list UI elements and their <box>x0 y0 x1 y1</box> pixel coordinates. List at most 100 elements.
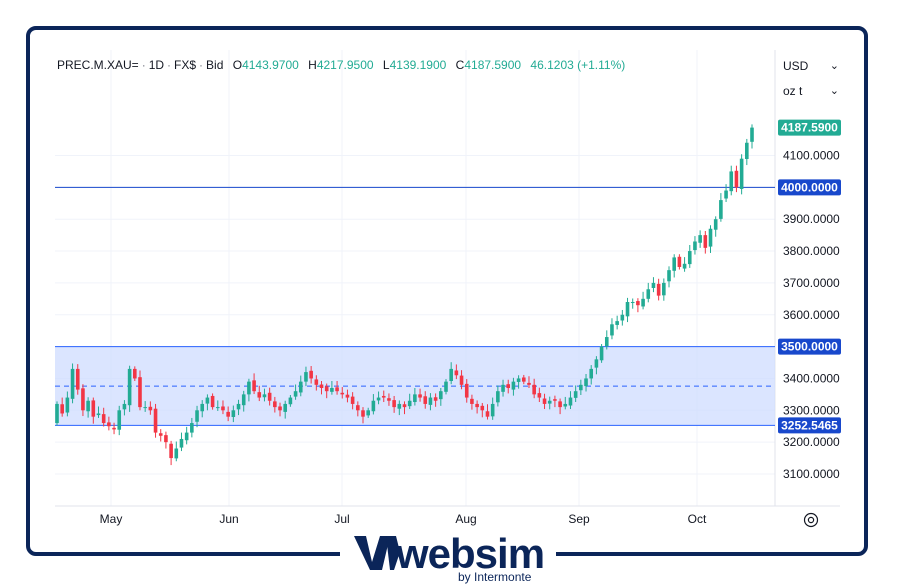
candle-body <box>542 398 547 404</box>
candle-body <box>215 407 220 409</box>
candle-body <box>470 398 474 404</box>
time-tick-label: Jul <box>334 512 349 526</box>
candle-body <box>698 235 702 243</box>
candle-body <box>537 393 542 398</box>
candle-body <box>724 190 728 199</box>
candle-body <box>464 383 469 398</box>
candle-body <box>490 403 495 417</box>
candle-body <box>573 391 578 398</box>
candle-body <box>278 406 282 411</box>
candle-body <box>86 400 90 412</box>
candle-body <box>179 438 184 448</box>
candle-body <box>553 399 557 401</box>
brand-footer: websim by Intermonte <box>0 532 897 584</box>
candle-body <box>366 410 370 416</box>
candle-body <box>91 400 96 417</box>
candle-body <box>423 396 428 404</box>
candle-body <box>267 392 272 401</box>
candle-body <box>563 403 568 407</box>
candle-body <box>190 423 194 433</box>
candle-body <box>402 404 407 408</box>
candle-body <box>532 384 536 395</box>
candle-body <box>439 391 443 400</box>
candle-body <box>392 400 396 408</box>
low-value: 4139.1900 <box>389 58 447 72</box>
candle-body <box>397 403 402 409</box>
candle-body <box>330 388 334 392</box>
time-tick-label: Jun <box>219 512 238 526</box>
candle-body <box>60 404 64 414</box>
candle-body <box>288 397 293 405</box>
symbol-name[interactable]: PREC.M.XAU= <box>57 58 139 72</box>
candle-body <box>226 411 230 417</box>
change-value: 46.1203 (+1.11%) <box>530 58 626 72</box>
candle-body <box>454 370 459 376</box>
candle-body <box>138 377 142 408</box>
candle-body <box>143 407 147 409</box>
symbol-legend: PREC.M.XAU= · 1D · FX$ · Bid O4143.9700 H4217.… <box>57 58 626 72</box>
candle-body <box>381 395 386 398</box>
candle-body <box>615 321 619 325</box>
candle-body <box>236 403 241 410</box>
settings-gear-icon[interactable] <box>802 511 820 529</box>
candle-body <box>558 401 562 408</box>
candle-body <box>200 403 205 412</box>
candle-body <box>511 381 516 390</box>
candle-body <box>444 381 448 392</box>
candle-body <box>687 251 692 265</box>
price-tick-label: 3200.0000 <box>783 435 840 449</box>
candle-body <box>713 219 718 230</box>
candle-body <box>75 368 80 390</box>
time-tick-label: Sep <box>568 512 590 526</box>
candle-body <box>81 388 85 411</box>
candle-body <box>361 410 365 417</box>
candle-body <box>418 394 422 398</box>
candle-body <box>672 257 677 271</box>
candle-body <box>584 378 588 387</box>
candle-body <box>480 405 485 411</box>
websim-logo: websim <box>396 530 545 577</box>
price-tick-label: 3600.0000 <box>783 308 840 322</box>
candle-body <box>568 397 573 406</box>
candle-body <box>195 410 199 422</box>
unit-dropdown[interactable]: oz t ⌄ <box>783 84 839 98</box>
candle-body <box>620 314 625 321</box>
chevron-down-icon: ⌄ <box>829 60 839 72</box>
candle-body <box>335 387 339 392</box>
range-bottom-badge: 3252.5465 <box>781 418 838 432</box>
price-tick-label: 3400.0000 <box>783 371 840 385</box>
currency-value: USD <box>783 59 809 73</box>
candle-body <box>70 368 75 399</box>
candle-body <box>298 381 303 393</box>
high-key: H <box>308 58 317 72</box>
candle-body <box>314 379 319 385</box>
candle-body <box>164 435 168 443</box>
candle-body <box>667 270 671 282</box>
price-tick-label: 3300.0000 <box>783 403 840 417</box>
chevron-down-icon: ⌄ <box>829 85 839 97</box>
candle-body <box>739 158 744 189</box>
candle-body <box>610 324 614 336</box>
candle-body <box>407 400 412 407</box>
candle-body <box>127 368 132 406</box>
candle-body <box>117 410 122 430</box>
hline-price-badge-bg <box>778 179 841 196</box>
candle-body <box>376 397 381 401</box>
candle-body <box>646 289 651 299</box>
candle-body <box>309 370 313 379</box>
interval-label[interactable]: 1D <box>148 58 165 72</box>
candle-body <box>319 384 324 389</box>
candle-body <box>153 408 158 433</box>
candle-body <box>703 235 708 248</box>
last-price-badge-bg <box>778 119 841 136</box>
candle-body <box>184 432 189 441</box>
candle-body <box>283 403 288 412</box>
close-value: 4187.5900 <box>464 58 522 72</box>
candle-body <box>96 413 101 416</box>
candle-body <box>677 256 682 267</box>
hline-price-badge: 4000.0000 <box>781 180 838 194</box>
candle-body <box>221 406 225 411</box>
candle-body <box>516 378 521 382</box>
currency-dropdown[interactable]: USD ⌄ <box>783 59 839 73</box>
